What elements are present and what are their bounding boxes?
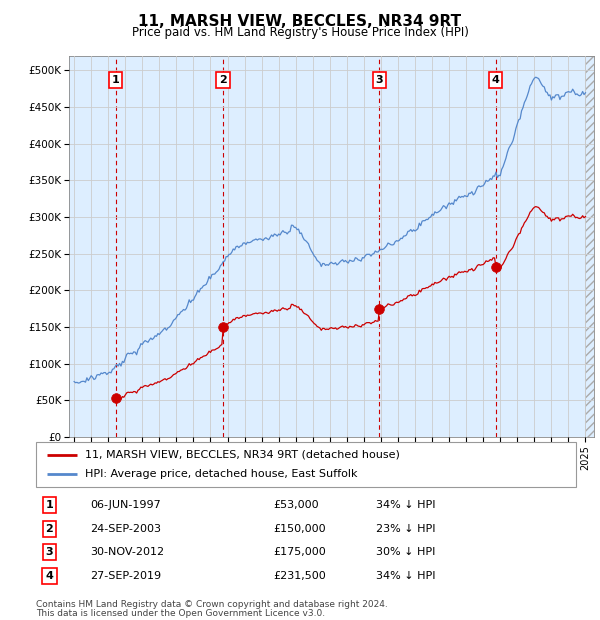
Text: 27-SEP-2019: 27-SEP-2019 bbox=[90, 571, 161, 581]
Text: 24-SEP-2003: 24-SEP-2003 bbox=[90, 524, 161, 534]
Text: 34% ↓ HPI: 34% ↓ HPI bbox=[376, 500, 436, 510]
Text: 30% ↓ HPI: 30% ↓ HPI bbox=[376, 547, 436, 557]
Text: 23% ↓ HPI: 23% ↓ HPI bbox=[376, 524, 436, 534]
Text: 11, MARSH VIEW, BECCLES, NR34 9RT: 11, MARSH VIEW, BECCLES, NR34 9RT bbox=[139, 14, 461, 29]
Text: £53,000: £53,000 bbox=[274, 500, 319, 510]
Text: 2: 2 bbox=[219, 75, 227, 85]
Text: £175,000: £175,000 bbox=[274, 547, 326, 557]
Text: 4: 4 bbox=[46, 571, 53, 581]
Text: This data is licensed under the Open Government Licence v3.0.: This data is licensed under the Open Gov… bbox=[36, 609, 325, 618]
Text: 4: 4 bbox=[492, 75, 500, 85]
Text: 2: 2 bbox=[46, 524, 53, 534]
Text: 3: 3 bbox=[46, 547, 53, 557]
Text: £150,000: £150,000 bbox=[274, 524, 326, 534]
Text: 1: 1 bbox=[112, 75, 119, 85]
FancyBboxPatch shape bbox=[36, 442, 576, 487]
Text: £231,500: £231,500 bbox=[274, 571, 326, 581]
Text: 1: 1 bbox=[46, 500, 53, 510]
Text: HPI: Average price, detached house, East Suffolk: HPI: Average price, detached house, East… bbox=[85, 469, 357, 479]
Text: 06-JUN-1997: 06-JUN-1997 bbox=[90, 500, 161, 510]
Text: 3: 3 bbox=[376, 75, 383, 85]
Text: Price paid vs. HM Land Registry's House Price Index (HPI): Price paid vs. HM Land Registry's House … bbox=[131, 26, 469, 39]
Text: 30-NOV-2012: 30-NOV-2012 bbox=[90, 547, 164, 557]
Text: 34% ↓ HPI: 34% ↓ HPI bbox=[376, 571, 436, 581]
Text: Contains HM Land Registry data © Crown copyright and database right 2024.: Contains HM Land Registry data © Crown c… bbox=[36, 600, 388, 609]
Text: 11, MARSH VIEW, BECCLES, NR34 9RT (detached house): 11, MARSH VIEW, BECCLES, NR34 9RT (detac… bbox=[85, 450, 400, 459]
